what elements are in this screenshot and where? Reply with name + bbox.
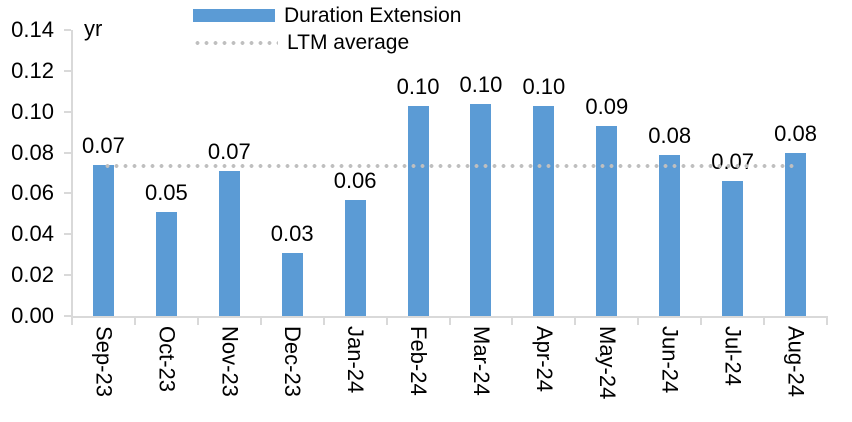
x-axis-tick <box>322 318 325 325</box>
bar-feb-24 <box>407 105 429 316</box>
legend-label-duration-extension: Duration Extension <box>284 3 462 27</box>
bar-aug-24 <box>785 152 807 316</box>
ltm-average-line <box>103 163 796 168</box>
bar-data-label-aug-24: 0.08 <box>774 120 817 146</box>
x-axis-label-nov-23: Nov-23 <box>217 326 243 397</box>
x-axis-tick <box>259 318 262 325</box>
bar-data-label-feb-24: 0.10 <box>396 73 440 99</box>
y-axis-tick-label: 0.02 <box>11 262 54 288</box>
bar-data-label-oct-23: 0.05 <box>144 179 188 205</box>
bar-may-24 <box>596 126 618 316</box>
y-axis-unit-label: yr <box>84 16 103 41</box>
y-axis-tick-label: 0.06 <box>11 180 54 206</box>
x-axis-label-jan-24: Jan-24 <box>343 326 369 394</box>
legend-bar-swatch <box>193 9 275 22</box>
x-axis-label-aug-24: Aug-24 <box>783 326 809 397</box>
bar-data-label-nov-23: 0.07 <box>207 138 251 164</box>
y-axis-tick <box>64 69 71 72</box>
x-axis-label-oct-23: Oct-23 <box>154 326 180 393</box>
x-axis-tick <box>71 318 73 325</box>
bar-jan-24 <box>344 199 366 316</box>
y-axis-tick-label: 0.04 <box>11 221 54 247</box>
y-axis-line <box>71 30 73 318</box>
bar-data-label-may-24: 0.09 <box>585 94 629 119</box>
y-axis-tick <box>64 110 71 113</box>
y-axis-tick-label: 0.00 <box>11 303 54 328</box>
x-axis-label-jul-24: Jul-24 <box>720 326 746 386</box>
x-axis-label-sep-23: Sep-23 <box>91 326 117 397</box>
y-axis-tick <box>64 192 71 195</box>
bar-data-label-jul-24: 0.07 <box>711 149 755 175</box>
y-axis-tick-label: 0.14 <box>11 17 54 42</box>
y-axis-tick-label: 0.12 <box>11 57 54 83</box>
bar-data-label-apr-24: 0.10 <box>522 73 566 99</box>
x-axis-tick <box>700 318 703 325</box>
x-axis-tick <box>763 318 766 325</box>
bar-data-label-sep-23: 0.07 <box>82 132 125 158</box>
y-axis-tick <box>64 233 71 236</box>
x-axis-tick <box>385 318 388 325</box>
y-axis-tick <box>64 315 71 317</box>
x-axis-tick <box>196 318 199 325</box>
bar-oct-23 <box>155 211 177 316</box>
legend-dotted-line-swatch <box>193 40 278 45</box>
x-axis-tick <box>637 318 640 325</box>
y-axis-tick <box>64 274 71 277</box>
x-axis-label-dec-23: Dec-23 <box>280 326 306 397</box>
y-axis-tick <box>64 29 71 31</box>
bar-data-label-jan-24: 0.06 <box>333 167 377 193</box>
legend-label-ltm-average: LTM average <box>287 30 410 54</box>
bar-jul-24 <box>722 181 744 316</box>
x-axis-label-mar-24: Mar-24 <box>468 326 494 396</box>
x-axis-label-jun-24: Jun-24 <box>657 326 683 394</box>
bar-mar-24 <box>470 103 492 316</box>
legend-item-ltm-average: LTM average <box>193 29 461 56</box>
bar-jun-24 <box>659 154 681 316</box>
x-axis-tick <box>826 318 828 325</box>
x-axis-tick <box>448 318 451 325</box>
y-axis-tick-label: 0.10 <box>11 98 54 124</box>
bar-dec-23 <box>281 252 303 316</box>
legend-item-duration-extension: Duration Extension <box>193 2 461 29</box>
x-axis-tick <box>574 318 577 325</box>
bar-nov-23 <box>218 170 240 316</box>
y-axis-tick <box>64 151 71 154</box>
bar-data-label-dec-23: 0.03 <box>270 220 314 246</box>
x-axis-label-apr-24: Apr-24 <box>531 326 557 393</box>
legend: Duration Extension LTM average <box>193 2 461 56</box>
bar-data-label-jun-24: 0.08 <box>648 122 692 148</box>
y-axis-tick-label: 0.08 <box>11 139 54 165</box>
x-axis-line <box>71 316 828 318</box>
x-axis-label-feb-24: Feb-24 <box>406 326 432 396</box>
x-axis-tick <box>133 318 136 325</box>
bar-apr-24 <box>533 105 555 316</box>
x-axis-tick <box>511 318 514 325</box>
x-axis-label-may-24: May-24 <box>594 326 620 400</box>
bar-sep-23 <box>92 164 114 316</box>
bar-data-label-mar-24: 0.10 <box>459 71 503 97</box>
